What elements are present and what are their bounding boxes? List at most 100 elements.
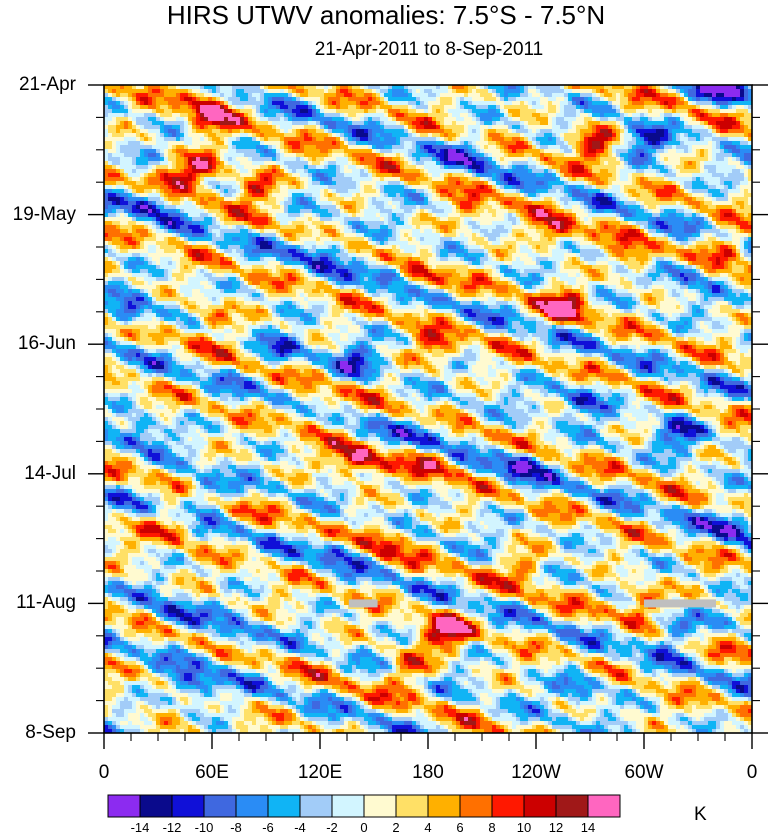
anomaly-cell xyxy=(360,93,365,98)
anomaly-cell xyxy=(236,105,241,110)
anomaly-cell xyxy=(424,169,429,174)
anomaly-cell xyxy=(212,109,217,114)
anomaly-cell xyxy=(184,141,189,146)
anomaly-cell xyxy=(556,153,561,158)
anomaly-cell xyxy=(396,137,401,142)
anomaly-cell xyxy=(364,189,369,194)
anomaly-cell xyxy=(476,101,481,106)
anomaly-cell xyxy=(264,129,269,134)
anomaly-cell xyxy=(584,177,589,182)
anomaly-cell xyxy=(180,201,185,206)
anomaly-cell xyxy=(536,177,541,182)
anomaly-cell xyxy=(244,113,249,118)
anomaly-cell xyxy=(368,157,373,162)
anomaly-cell xyxy=(476,105,481,110)
anomaly-cell xyxy=(580,133,585,138)
anomaly-cell xyxy=(560,85,565,90)
anomaly-cell xyxy=(200,189,205,194)
anomaly-cell xyxy=(456,137,461,142)
anomaly-cell xyxy=(452,121,457,126)
anomaly-cell xyxy=(696,97,701,102)
anomaly-cell xyxy=(256,133,261,138)
anomaly-cell xyxy=(388,157,393,162)
anomaly-cell xyxy=(272,93,277,98)
anomaly-cell xyxy=(348,169,353,174)
anomaly-cell xyxy=(608,141,613,146)
anomaly-cell xyxy=(276,137,281,142)
anomaly-cell xyxy=(460,85,465,90)
anomaly-cell xyxy=(628,205,633,210)
anomaly-cell xyxy=(192,125,197,130)
anomaly-cell xyxy=(412,161,417,166)
anomaly-cell xyxy=(204,129,209,134)
anomaly-cell xyxy=(204,93,209,98)
anomaly-cell xyxy=(200,105,205,110)
anomaly-cell xyxy=(580,125,585,130)
anomaly-cell xyxy=(724,85,729,90)
anomaly-cell xyxy=(404,193,409,198)
anomaly-cell xyxy=(668,177,673,182)
anomaly-cell xyxy=(644,181,649,186)
anomaly-cell xyxy=(516,149,521,154)
anomaly-cell xyxy=(112,181,117,186)
anomaly-cell xyxy=(440,85,445,90)
anomaly-cell xyxy=(464,173,469,178)
anomaly-cell xyxy=(156,181,161,186)
anomaly-cell xyxy=(604,105,609,110)
anomaly-cell xyxy=(180,137,185,142)
anomaly-cell xyxy=(520,205,525,210)
anomaly-cell xyxy=(280,161,285,166)
anomaly-cell xyxy=(320,85,325,90)
anomaly-cell xyxy=(608,193,613,198)
anomaly-cell xyxy=(512,197,517,202)
anomaly-cell xyxy=(132,205,137,210)
anomaly-cell xyxy=(580,113,585,118)
anomaly-cell xyxy=(544,133,549,138)
anomaly-cell xyxy=(612,177,617,182)
anomaly-cell xyxy=(504,137,509,142)
anomaly-cell xyxy=(476,85,481,90)
anomaly-cell xyxy=(568,145,573,150)
anomaly-cell xyxy=(412,165,417,170)
anomaly-cell xyxy=(320,121,325,126)
anomaly-cell xyxy=(688,201,693,206)
anomaly-cell xyxy=(736,101,741,106)
anomaly-cell xyxy=(320,205,325,210)
anomaly-cell xyxy=(336,173,341,178)
anomaly-cell xyxy=(456,197,461,202)
anomaly-cell xyxy=(576,133,581,138)
anomaly-cell xyxy=(696,109,701,114)
anomaly-cell xyxy=(656,165,661,170)
anomaly-cell xyxy=(252,181,257,186)
anomaly-cell xyxy=(728,125,733,130)
anomaly-cell xyxy=(532,121,537,126)
anomaly-cell xyxy=(736,145,741,150)
anomaly-cell xyxy=(652,149,657,154)
anomaly-cell xyxy=(468,165,473,170)
anomaly-cell xyxy=(240,125,245,130)
anomaly-cell xyxy=(660,137,665,142)
anomaly-cell xyxy=(636,109,641,114)
anomaly-cell xyxy=(264,125,269,130)
anomaly-cell xyxy=(448,129,453,134)
anomaly-cell xyxy=(184,113,189,118)
anomaly-cell xyxy=(380,125,385,130)
anomaly-cell xyxy=(172,125,177,130)
anomaly-cell xyxy=(144,157,149,162)
anomaly-cell xyxy=(396,117,401,122)
anomaly-cell xyxy=(268,125,273,130)
anomaly-cell xyxy=(604,205,609,210)
anomaly-cell xyxy=(428,121,433,126)
anomaly-cell xyxy=(624,121,629,126)
anomaly-cell xyxy=(356,105,361,110)
anomaly-cell xyxy=(284,145,289,150)
anomaly-cell xyxy=(264,205,269,210)
anomaly-cell xyxy=(476,205,481,210)
anomaly-cell xyxy=(620,197,625,202)
anomaly-cell xyxy=(440,89,445,94)
anomaly-cell xyxy=(520,105,525,110)
anomaly-cell xyxy=(640,133,645,138)
anomaly-cell xyxy=(488,121,493,126)
anomaly-cell xyxy=(508,133,513,138)
anomaly-cell xyxy=(648,109,653,114)
